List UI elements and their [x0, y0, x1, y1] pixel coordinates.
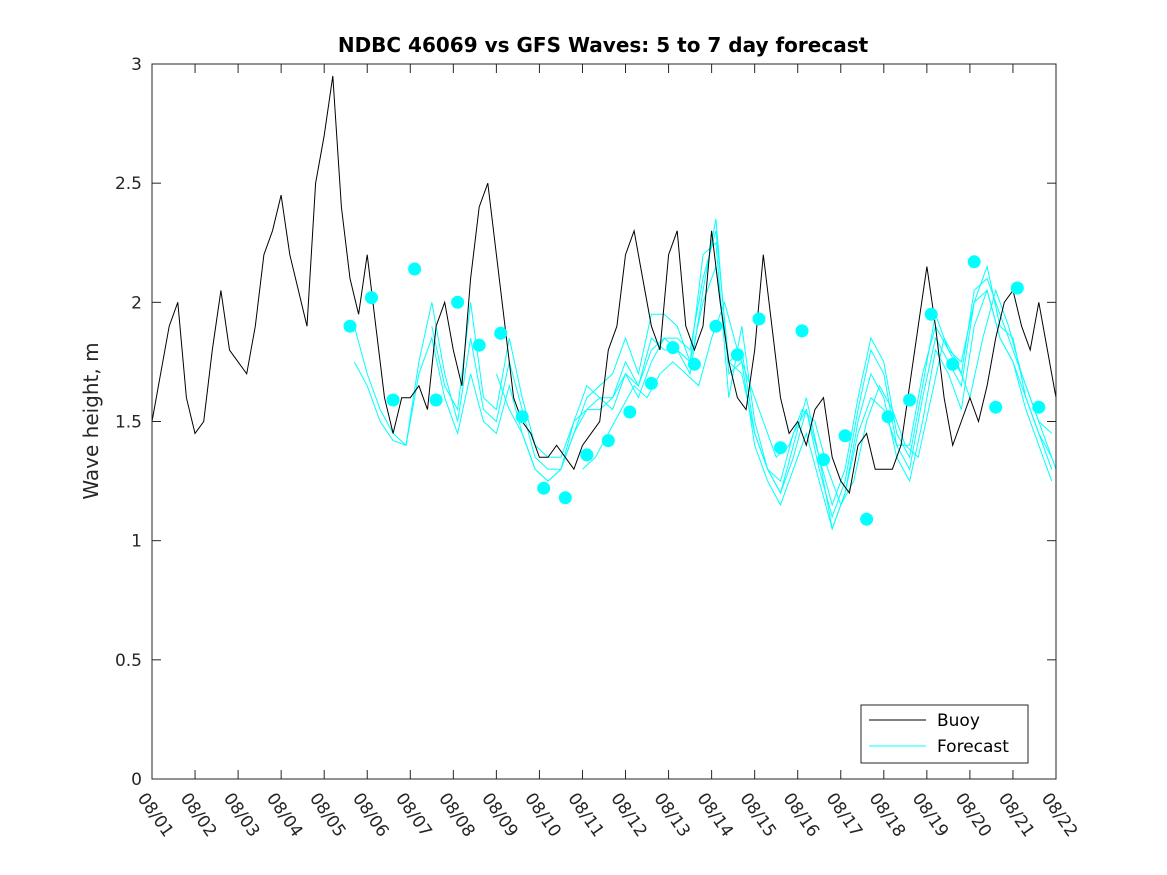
forecast-markers-group [343, 255, 1046, 526]
x-tick-label: 08/01 [133, 789, 177, 841]
forecast-line-1 [353, 218, 1053, 531]
forecast-marker [752, 312, 766, 326]
forecast-line-3 [495, 266, 1053, 531]
forecast-marker [924, 307, 938, 321]
plot-area-frame [151, 63, 1057, 780]
forecast-marker [408, 262, 422, 276]
forecast-marker [946, 357, 960, 371]
x-tick-label: 08/17 [822, 789, 866, 841]
x-tick-label: 08/10 [520, 789, 564, 841]
forecast-marker [601, 434, 615, 448]
x-tick-label: 08/18 [865, 789, 909, 841]
y-tick-label: 0 [131, 770, 142, 790]
x-tick-label: 08/07 [391, 789, 435, 841]
legend-forecast-label: Forecast [937, 737, 1009, 757]
x-tick-label: 08/20 [951, 789, 995, 841]
x-tick-label: 08/03 [219, 789, 263, 841]
chart-title: NDBC 46069 vs GFS Waves: 5 to 7 day fore… [338, 33, 869, 57]
forecast-marker [451, 295, 465, 309]
x-tick-labels: 08/0108/0208/0308/0408/0508/0608/0708/08… [133, 789, 1081, 841]
forecast-marker [838, 429, 852, 443]
forecast-marker [881, 410, 895, 424]
forecast-marker [795, 324, 809, 338]
forecast-marker [623, 405, 637, 419]
forecast-marker [1032, 400, 1046, 414]
forecast-marker [472, 338, 486, 352]
forecast-marker [817, 453, 830, 467]
legend: Buoy Forecast [860, 704, 1029, 764]
forecast-marker [709, 319, 723, 333]
x-tick-label: 08/22 [1037, 789, 1081, 841]
x-tick-label: 08/04 [262, 789, 306, 841]
y-tick-label: 2 [131, 293, 142, 313]
forecast-marker [580, 448, 594, 462]
y-tick-label: 0.5 [115, 651, 142, 671]
forecast-marker [386, 393, 400, 407]
y-tick-label: 1 [131, 532, 142, 552]
forecast-marker [730, 348, 744, 362]
axis-ticks-group [151, 63, 1057, 780]
x-tick-label: 08/06 [348, 789, 392, 841]
y-tick-labels: 0 0.5 1 1.5 2 2.5 3 [115, 55, 142, 790]
x-tick-label: 08/11 [563, 789, 607, 841]
forecast-marker [666, 341, 680, 355]
x-tick-label: 08/05 [305, 789, 349, 841]
x-tick-label: 08/09 [477, 789, 521, 841]
x-tick-label: 08/12 [606, 789, 650, 841]
forecast-marker [515, 410, 529, 424]
forecast-marker [537, 481, 551, 495]
y-tick-label: 1.5 [115, 413, 142, 433]
y-tick-label: 3 [131, 55, 142, 75]
x-tick-label: 08/21 [994, 789, 1038, 841]
buoy-line [151, 75, 1057, 495]
forecast-marker [989, 400, 1003, 414]
y-axis-label: Wave height, m [79, 342, 103, 499]
x-tick-label: 08/08 [434, 789, 478, 841]
forecast-line-0 [353, 241, 1053, 519]
x-tick-label: 08/16 [779, 789, 823, 841]
legend-box [860, 704, 1029, 764]
forecast-marker [558, 491, 572, 505]
forecast-marker [687, 357, 701, 371]
x-tick-label: 08/19 [908, 789, 952, 841]
forecast-marker [860, 512, 874, 526]
plot-series-group [151, 75, 1057, 531]
x-tick-label: 08/15 [736, 789, 780, 841]
y-tick-label: 2.5 [115, 174, 142, 194]
forecast-marker [494, 326, 508, 340]
forecast-marker [343, 319, 357, 333]
legend-buoy-label: Buoy [937, 711, 980, 731]
forecast-marker [1010, 281, 1024, 295]
forecast-marker [774, 441, 787, 455]
forecast-marker [644, 376, 658, 390]
x-tick-label: 08/13 [649, 789, 693, 841]
forecast-marker [429, 393, 443, 407]
forecast-marker [365, 291, 378, 305]
forecast-marker [903, 393, 917, 407]
forecast-marker [967, 255, 981, 269]
x-tick-label: 08/14 [693, 789, 737, 841]
forecast-line-4 [582, 288, 1057, 507]
x-tick-label: 08/02 [176, 789, 220, 841]
